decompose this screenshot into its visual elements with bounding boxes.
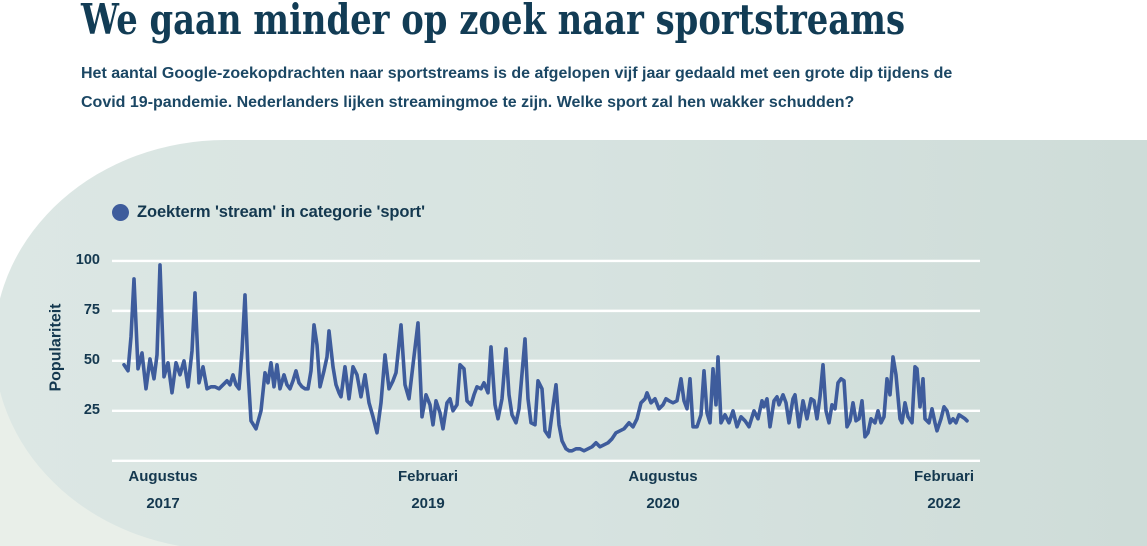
- x-tick-label: Februari 2019: [397, 467, 458, 513]
- legend-dot-icon: [112, 204, 129, 221]
- y-tick-label: 50: [83, 352, 100, 369]
- legend-label: Zoekterm 'stream' in categorie 'sport': [137, 203, 425, 221]
- y-tick-label: 25: [83, 402, 100, 419]
- subtitle-line-2: Covid 19-pandemie. Nederlanders lijken s…: [81, 94, 855, 111]
- chart-data-line: [122, 263, 969, 453]
- celadon-blob-background: [0, 140, 1147, 546]
- page-subtitle: Het aantal Google-zoekopdrachten naar sp…: [81, 59, 952, 117]
- y-tick-label: 75: [83, 302, 100, 319]
- x-tick-label: Augustus 2017: [128, 467, 198, 513]
- chart-gridlines: [112, 259, 980, 462]
- y-tick-label: 100: [75, 252, 100, 269]
- chart-legend: Zoekterm 'stream' in categorie 'sport': [112, 203, 425, 222]
- subtitle-line-1: Het aantal Google-zoekopdrachten naar sp…: [81, 65, 953, 82]
- x-tick-label: Augustus 2020: [628, 467, 698, 513]
- page-title: We gaan minder op zoek naar sportstreams: [81, 0, 905, 44]
- x-tick-label: Februari 2022: [913, 467, 974, 513]
